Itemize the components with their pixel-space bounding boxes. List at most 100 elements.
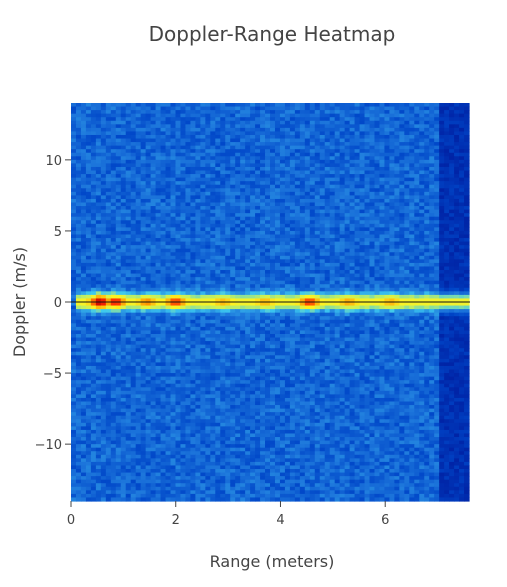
heatmap-cell xyxy=(250,302,256,307)
heatmap-cell xyxy=(165,195,172,200)
heatmap-cell xyxy=(419,103,425,108)
heatmap-cell xyxy=(334,220,341,225)
heatmap-cell xyxy=(110,142,117,147)
heatmap-cell xyxy=(195,124,201,129)
heatmap-cell xyxy=(215,159,221,165)
heatmap-cell xyxy=(170,230,177,236)
heatmap-cell xyxy=(394,170,400,175)
heatmap-cell xyxy=(364,252,371,257)
heatmap-cell xyxy=(274,195,281,200)
heatmap-cell xyxy=(374,220,381,225)
heatmap-cell xyxy=(260,277,266,282)
heatmap-cell xyxy=(235,230,241,236)
heatmap-cell xyxy=(200,163,206,168)
heatmap-cell xyxy=(439,191,445,196)
heatmap-cell xyxy=(260,287,266,292)
heatmap-cell xyxy=(115,241,122,246)
heatmap-cell xyxy=(324,294,331,300)
heatmap-cell xyxy=(449,302,455,307)
heatmap-cell xyxy=(389,252,395,257)
heatmap-cell xyxy=(160,191,167,196)
heatmap-cell xyxy=(434,159,440,165)
heatmap-cell xyxy=(135,195,142,200)
heatmap-cell xyxy=(464,266,470,271)
heatmap-cell xyxy=(71,273,77,278)
heatmap-cell xyxy=(379,252,386,257)
heatmap-cell xyxy=(304,206,311,211)
heatmap-cell xyxy=(374,134,381,140)
heatmap-cell xyxy=(155,156,162,161)
heatmap-cell xyxy=(434,177,440,182)
heatmap-cell xyxy=(354,131,361,136)
heatmap-cell xyxy=(120,170,127,175)
heatmap-cell xyxy=(115,305,122,310)
heatmap-cell xyxy=(284,227,291,232)
heatmap-cell xyxy=(429,103,435,108)
heatmap-cell xyxy=(414,298,420,303)
heatmap-cell xyxy=(369,245,376,250)
heatmap-cell xyxy=(339,177,346,182)
heatmap-cell xyxy=(349,120,356,125)
heatmap-cell xyxy=(160,255,167,260)
heatmap-cell xyxy=(404,220,410,225)
heatmap-cell xyxy=(399,291,405,296)
heatmap-cell xyxy=(289,177,296,182)
heatmap-cell xyxy=(444,188,450,193)
heatmap-cell xyxy=(180,220,187,225)
heatmap-cell xyxy=(115,298,122,303)
heatmap-cell xyxy=(309,198,316,204)
heatmap-cell xyxy=(140,309,147,314)
heatmap-cell xyxy=(105,220,112,225)
heatmap-cell xyxy=(374,213,381,218)
heatmap-cell xyxy=(349,110,356,115)
heatmap-cell xyxy=(150,266,157,271)
heatmap-cell xyxy=(145,245,152,250)
heatmap-cell xyxy=(270,216,276,221)
heatmap-cell xyxy=(145,252,152,257)
heatmap-cell xyxy=(404,177,410,182)
heatmap-cell xyxy=(424,298,430,303)
heatmap-cell xyxy=(250,149,256,154)
heatmap-cell xyxy=(364,188,371,193)
heatmap-cell xyxy=(404,106,410,111)
heatmap-cell xyxy=(260,252,266,257)
heatmap-cell xyxy=(95,206,102,211)
heatmap-cell xyxy=(155,266,162,271)
heatmap-cell xyxy=(260,284,266,289)
heatmap-cell xyxy=(115,294,122,300)
heatmap-cell xyxy=(349,191,356,196)
heatmap-cell xyxy=(299,312,306,317)
heatmap-cell xyxy=(220,131,226,136)
heatmap-cell xyxy=(90,163,97,168)
heatmap-cell xyxy=(155,316,162,321)
heatmap-cell xyxy=(404,195,410,200)
heatmap-cell xyxy=(394,270,400,275)
heatmap-cell xyxy=(464,131,470,136)
heatmap-cell xyxy=(389,302,395,307)
heatmap-cell xyxy=(404,241,410,246)
heatmap-cell xyxy=(190,280,196,285)
heatmap-cell xyxy=(245,298,251,303)
heatmap-cell xyxy=(150,149,157,154)
heatmap-cell xyxy=(344,248,351,253)
heatmap-cell xyxy=(71,166,77,172)
heatmap-cell xyxy=(404,319,410,324)
heatmap-cell xyxy=(270,110,276,115)
plot-area[interactable] xyxy=(71,103,470,502)
heatmap-cell xyxy=(185,312,191,317)
heatmap-cell xyxy=(140,227,147,232)
heatmap-cell xyxy=(309,270,316,275)
heatmap-cell xyxy=(125,110,132,115)
heatmap-cell xyxy=(399,255,405,260)
heatmap-cell xyxy=(95,305,102,310)
heatmap-cell xyxy=(394,156,400,161)
heatmap-cell xyxy=(230,298,236,303)
heatmap-cell xyxy=(464,284,470,289)
heatmap-cell xyxy=(115,113,122,118)
heatmap-cell xyxy=(175,273,182,278)
heatmap-cell xyxy=(304,309,311,314)
heatmap-cell xyxy=(284,262,291,268)
heatmap-cell xyxy=(170,291,177,296)
heatmap-cell xyxy=(459,163,465,168)
heatmap-cell xyxy=(90,184,97,189)
